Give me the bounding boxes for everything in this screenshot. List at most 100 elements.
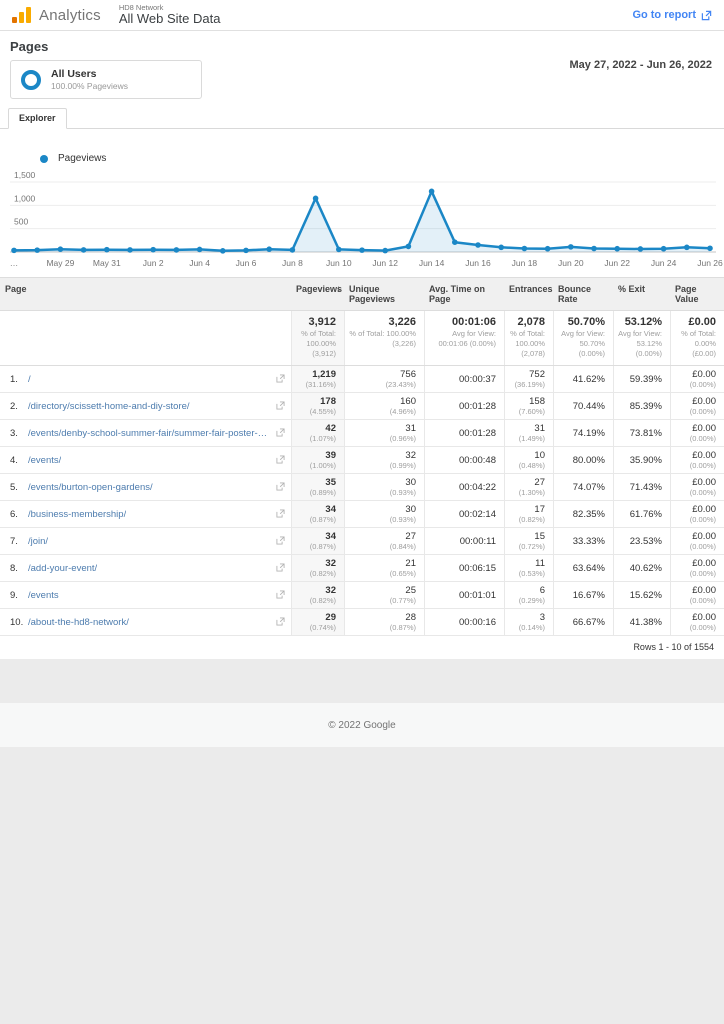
metric-value: £0.00 [692,396,716,408]
column-header--exit[interactable]: % Exit [618,284,646,294]
metric-cell: 73.81% [613,420,670,447]
x-axis-tick-label: Jun 22 [604,258,630,268]
data-point-jun-13[interactable] [405,243,412,250]
data-point-jun-14[interactable] [428,188,435,195]
data-point-jun-25[interactable] [684,244,690,251]
page-link[interactable]: /directory/scissett-home-and-diy-store/ [28,400,190,412]
open-page-button[interactable] [270,505,285,523]
column-header-bounce-rate[interactable]: Bounce Rate [558,284,592,304]
metric-cell: 31 (0.96%) [344,420,424,447]
open-page-button[interactable] [270,532,285,550]
metric-cell: 41.38% [613,609,670,636]
open-page-button[interactable] [270,370,285,388]
data-point-jun-12[interactable] [382,247,389,254]
metric-percent: (0.00%) [689,596,716,606]
metric-cell: £0.00 (0.00%) [670,447,724,474]
data-point-jun-5[interactable] [220,248,226,254]
metric-value: 74.19% [572,427,605,439]
page-link[interactable]: /business-membership/ [28,508,127,520]
data-point-jun-11[interactable] [359,247,365,253]
metric-cell: 41.62% [553,366,613,393]
data-point-may-27[interactable] [11,247,17,254]
metric-value: 3 [539,612,545,624]
open-page-icon [276,536,285,545]
page-link[interactable]: /events/denby-school-summer-fair/summer-… [28,427,270,439]
page-link[interactable]: / [28,373,31,385]
open-page-button[interactable] [270,451,285,469]
metric-percent: (0.89%) [309,488,336,498]
metric-percent: (0.74%) [309,623,336,633]
data-point-jun-2[interactable] [150,246,156,253]
metric-value: £0.00 [692,477,716,489]
data-point-jun-4[interactable] [196,246,203,253]
metric-percent: (31.16%) [305,380,336,390]
column-header-entrances[interactable]: Entrances [509,284,553,294]
data-point-jun-16[interactable] [475,242,481,248]
data-point-jun-6[interactable] [243,247,249,254]
data-point-jun-10[interactable] [336,246,342,253]
analytics-report-page: Analytics HD8 Network All Web Site Data … [0,0,724,660]
data-point-jun-24[interactable] [660,245,667,252]
metric-cell: 28 (0.87%) [344,609,424,636]
data-point-jun-20[interactable] [568,244,574,250]
metric-percent: (0.00%) [689,461,716,471]
metric-cell: 34 (0.87%) [291,528,344,555]
metric-percent: (1.30%) [518,488,545,498]
column-header-avg-time-on-page[interactable]: Avg. Time on Page [429,284,486,304]
metric-percent: (4.55%) [309,407,336,417]
pageviews-chart[interactable]: 500 1,000 1,500 … May 29 May 31 Jun 2 Jun 4 Jun … [0,168,724,270]
page-link[interactable]: /add-your-event/ [28,562,98,574]
table-row: 10./about-the-hd8-network/29 (0.74%) 28 (0.… [0,609,724,637]
metric-cell: 39 (1.00%) [291,447,344,474]
data-point-jun-17[interactable] [498,244,505,251]
data-point-jun-19[interactable] [544,245,551,252]
data-point-jun-26[interactable] [707,245,713,252]
open-page-button[interactable] [270,478,285,496]
segment-card[interactable]: All Users 100.00% Pageviews [10,60,202,99]
page-link[interactable]: /about-the-hd8-network/ [28,616,129,628]
data-point-jun-9[interactable] [312,195,319,202]
page-link[interactable]: /join/ [28,535,49,547]
segment-donut-icon [21,69,41,90]
metric-value: 27 [534,477,545,489]
data-point-jun-7[interactable] [266,246,273,252]
column-header-page[interactable]: Page [5,284,27,294]
column-header-pageviews[interactable]: Pageviews ↓ [296,283,343,294]
data-point-jun-21[interactable] [591,245,597,252]
table-header-row: Page Pageviews ↓ Unique Pageviews Avg. Time … [0,278,724,311]
metric-percent: (0.93%) [389,515,416,525]
metric-cell: 756 (23.43%) [344,366,424,393]
page-link[interactable]: /events [28,589,59,601]
data-point-may-29[interactable] [57,246,64,252]
open-page-button[interactable] [270,559,285,577]
page-link[interactable]: /events/burton-open-gardens/ [28,481,153,493]
data-point-jun-15[interactable] [452,239,458,245]
go-to-report-link[interactable]: Go to report [632,9,712,21]
pagination-status: Rows 1 - 10 of 1554 [633,642,714,653]
open-page-button[interactable] [270,397,285,415]
metric-cell: 27 (0.84%) [344,528,424,555]
page-link[interactable]: /events/ [28,454,62,466]
page-cell: 8. /add-your-event/ [0,555,291,581]
spacer [0,659,724,703]
data-point-may-28[interactable] [34,247,40,253]
open-page-button[interactable] [270,613,285,631]
open-page-icon [276,509,285,518]
metric-cell: 40.62% [613,555,670,582]
data-point-jun-22[interactable] [614,245,620,252]
data-point-jun-8[interactable] [289,247,296,253]
open-page-button[interactable] [270,424,285,442]
data-point-may-30[interactable] [80,247,87,253]
metric-value: 30 [405,504,416,516]
data-point-jun-18[interactable] [521,245,528,252]
data-point-jun-3[interactable] [173,247,180,253]
open-page-button[interactable] [270,586,285,604]
metric-value: 25 [405,585,416,597]
data-point-jun-1[interactable] [127,247,133,253]
column-header-page-value[interactable]: Page Value [675,284,699,304]
column-header-unique-pageviews[interactable]: Unique Pageviews [349,284,396,304]
tab-explorer[interactable]: Explorer [8,108,67,129]
data-point-may-31[interactable] [104,246,110,253]
data-point-jun-23[interactable] [637,246,644,252]
metric-percent: (0.00%) [689,623,716,633]
